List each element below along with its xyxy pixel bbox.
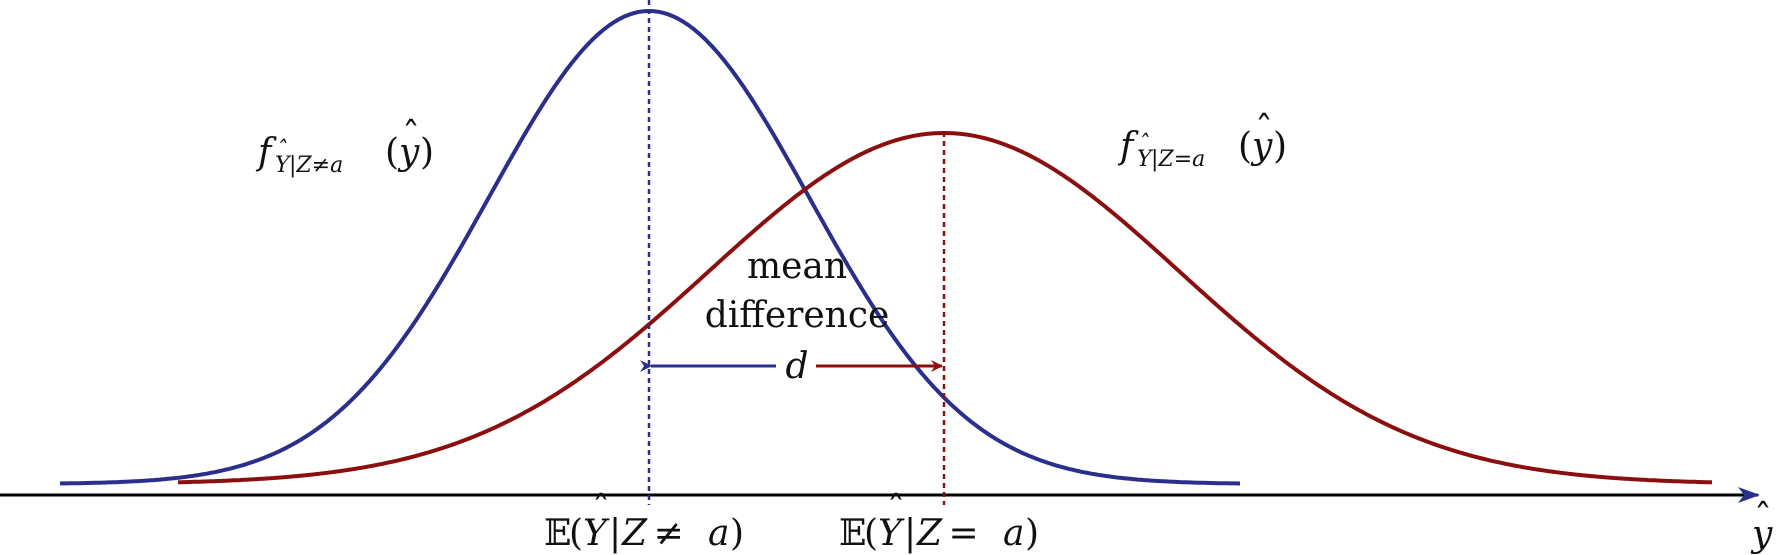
svg-text:ˆ: ˆ <box>402 116 420 157</box>
mean-not-a-label: 𝔼 ( Y ˆ | Z ≠ a ) <box>544 490 744 554</box>
curve-a-label: f Y ˆ |Z=a ( y ˆ ) <box>1117 110 1287 172</box>
svg-text:): ) <box>420 132 434 173</box>
svg-text:Y: Y <box>878 513 905 554</box>
axis-label: y ˆ <box>1750 498 1773 555</box>
svg-text:ˆ: ˆ <box>1138 132 1149 157</box>
svg-text:ˆ: ˆ <box>276 138 287 163</box>
svg-text:a: a <box>708 513 729 554</box>
svg-text:(: ( <box>569 513 583 554</box>
svg-text:y: y <box>397 132 420 173</box>
svg-text:ˆ: ˆ <box>1255 110 1273 151</box>
svg-text:(: ( <box>1238 126 1252 167</box>
svg-text:ˆ: ˆ <box>887 490 905 531</box>
svg-text:f: f <box>1117 126 1139 167</box>
svg-text:): ) <box>1025 513 1039 554</box>
svg-text:): ) <box>1273 126 1287 167</box>
svg-text:|: | <box>609 513 621 554</box>
svg-text:|Z≠a: |Z≠a <box>289 153 343 178</box>
svg-text:|: | <box>904 513 916 554</box>
svg-text:𝔼: 𝔼 <box>544 513 571 554</box>
mean-a-label: 𝔼 ( Y ˆ | Z = a ) <box>839 490 1039 554</box>
difference-symbol: d <box>785 346 808 387</box>
svg-text:ˆ: ˆ <box>592 490 610 531</box>
svg-text:Y: Y <box>1137 147 1154 172</box>
svg-text:(: ( <box>864 513 878 554</box>
svg-text:=: = <box>937 513 990 554</box>
svg-text:(: ( <box>385 132 399 173</box>
svg-text:Y: Y <box>583 513 610 554</box>
curve-not-a-label: f Y ˆ |Z≠a ( y ˆ ) <box>255 116 434 178</box>
svg-text:a: a <box>1003 513 1024 554</box>
svg-text:): ) <box>730 513 744 554</box>
svg-text:f: f <box>255 132 277 173</box>
svg-text:y: y <box>1250 126 1273 167</box>
svg-text:Y: Y <box>275 153 292 178</box>
difference-text-line1: mean <box>747 246 847 287</box>
svg-text:𝔼: 𝔼 <box>839 513 866 554</box>
svg-text:ˆ: ˆ <box>1754 498 1772 539</box>
svg-text:Z: Z <box>916 513 943 554</box>
svg-text:|Z=a: |Z=a <box>1151 147 1205 172</box>
svg-text:Z: Z <box>621 513 648 554</box>
svg-text:≠: ≠ <box>642 513 695 554</box>
difference-text-line2: difference <box>705 295 890 336</box>
svg-text:y: y <box>1750 514 1773 555</box>
